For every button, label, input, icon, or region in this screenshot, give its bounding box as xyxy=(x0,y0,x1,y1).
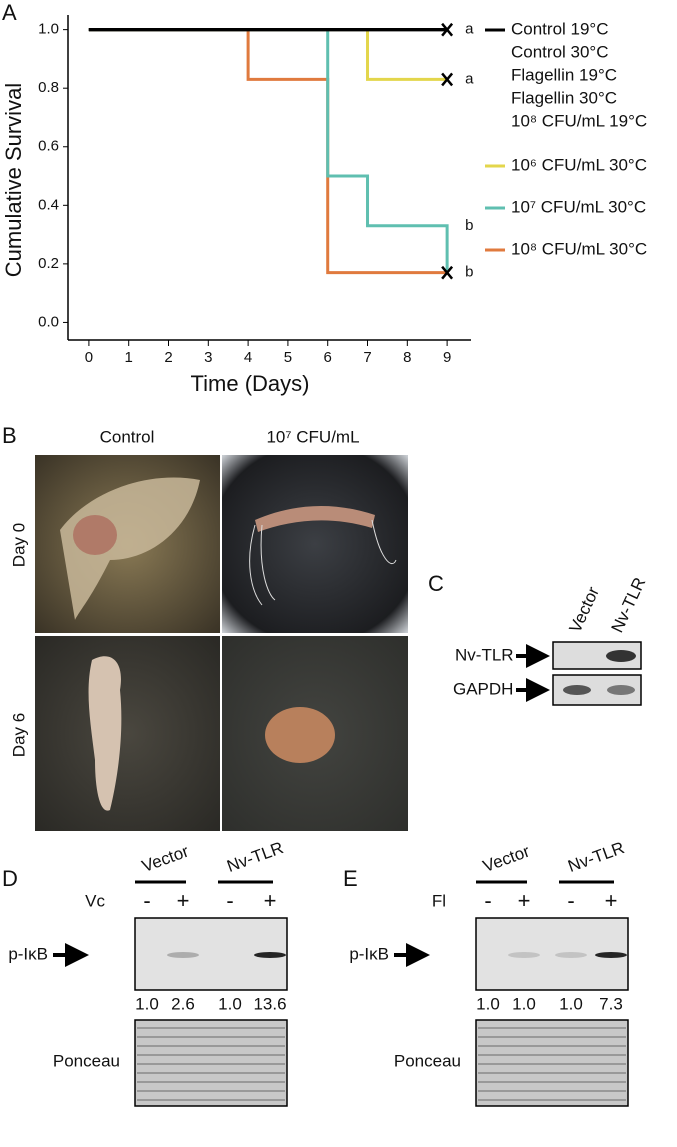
panel-label: D xyxy=(2,866,18,891)
sign: + xyxy=(177,888,190,913)
legend-label: 10⁸ CFU/mL 19°C xyxy=(511,111,647,130)
x-axis-title: Time (Days) xyxy=(191,371,310,396)
significance-letter: a xyxy=(465,21,474,38)
photo-detail xyxy=(88,656,122,811)
panel-label: C xyxy=(428,571,444,596)
y-axis-title: Cumulative Survival xyxy=(1,83,26,277)
sign: - xyxy=(484,888,491,913)
band-label: GAPDH xyxy=(453,679,513,698)
x-tick-label: 4 xyxy=(244,349,252,366)
x-tick-label: 1 xyxy=(125,349,133,366)
sign: + xyxy=(264,888,277,913)
significance-letter: b xyxy=(465,264,473,281)
photo-detail xyxy=(73,515,117,555)
quantification: 13.6 xyxy=(253,994,286,1013)
lane-label: Vector xyxy=(565,584,603,636)
photos xyxy=(35,455,408,831)
quantification: 7.3 xyxy=(599,994,623,1013)
panel-label: E xyxy=(343,866,358,891)
quantification: 1.0 xyxy=(559,994,583,1013)
panel-label: B xyxy=(2,423,17,448)
censor-mark xyxy=(441,265,454,280)
loading-label: Ponceau xyxy=(53,1051,120,1070)
target-label: p-IκB xyxy=(349,944,389,963)
significance-letter: a xyxy=(465,70,474,87)
x-tick-label: 2 xyxy=(164,349,172,366)
y-tick-label: 1.0 xyxy=(38,21,59,38)
photo xyxy=(222,455,408,633)
lane-label: Nv-TLR xyxy=(607,574,649,635)
sign: - xyxy=(143,888,150,913)
photo-detail xyxy=(265,707,335,763)
group-label: Nv-TLR xyxy=(224,838,286,876)
photo-detail xyxy=(60,477,200,620)
treatment-label: Vc xyxy=(85,891,105,910)
row-label: Day 0 xyxy=(9,523,28,567)
x-tick-label: 8 xyxy=(403,349,411,366)
treatment-label: Fl xyxy=(432,891,446,910)
legend-label: 10⁶ CFU/mL 30°C xyxy=(511,155,647,174)
band xyxy=(508,952,540,958)
band xyxy=(563,685,591,695)
sign: - xyxy=(226,888,233,913)
y-tick-label: 0.8 xyxy=(38,79,59,96)
legend-label: 10⁸ CFU/mL 30°C xyxy=(511,239,647,258)
quantification: 1.0 xyxy=(512,994,536,1013)
western-blot: D Vector Nv-TLR Vc - + - + p-IκB 1.0 2.6 1.0 13.6 Pon… xyxy=(2,838,288,1107)
band xyxy=(606,650,636,662)
censor-mark xyxy=(441,72,454,87)
quantification: 1.0 xyxy=(476,994,500,1013)
survival-chart: 0.0 0.2 0.4 0.6 0.8 1.0 0 1 2 3 4 5 6 7 8 9 Time (Days) C… xyxy=(1,15,647,396)
x-tick-label: 5 xyxy=(284,349,292,366)
western-blot: E Vector Nv-TLR Fl - + - + p-IκB 1.0 1.0 1.0 7.3 Ponc… xyxy=(343,838,629,1107)
survival-line xyxy=(88,28,449,273)
group-label: Vector xyxy=(139,842,191,876)
sign: + xyxy=(518,888,531,913)
group-label: Nv-TLR xyxy=(565,838,627,876)
panel-label: A xyxy=(2,0,17,25)
x-tick-label: 6 xyxy=(324,349,332,366)
legend-label: Flagellin 30°C xyxy=(511,88,617,107)
band xyxy=(254,952,286,958)
column-label: Control xyxy=(100,427,155,446)
x-tick-label: 7 xyxy=(363,349,371,366)
sign: + xyxy=(605,888,618,913)
legend-label: Flagellin 19°C xyxy=(511,65,617,84)
sign: - xyxy=(567,888,574,913)
band-label: Nv-TLR xyxy=(455,645,514,664)
group-label: Vector xyxy=(480,842,532,876)
y-tick-label: 0.0 xyxy=(38,313,59,330)
photo xyxy=(35,636,220,831)
survival-line xyxy=(88,28,448,81)
band xyxy=(595,952,627,958)
survival-line xyxy=(88,28,448,275)
y-tick-label: 0.6 xyxy=(38,138,59,155)
band xyxy=(167,952,199,958)
band xyxy=(607,685,635,695)
x-tick-label: 9 xyxy=(443,349,451,366)
significance-letter: b xyxy=(465,217,473,234)
legend-label: Control 19°C xyxy=(511,19,609,38)
quantification: 1.0 xyxy=(218,994,242,1013)
censor-mark xyxy=(441,22,454,37)
target-label: p-IκB xyxy=(8,944,48,963)
photo-detail xyxy=(249,519,397,606)
legend-label: Control 30°C xyxy=(511,42,609,61)
legend-label: 10⁷ CFU/mL 30°C xyxy=(511,197,646,216)
y-tick-label: 0.4 xyxy=(38,196,59,213)
x-tick-label: 3 xyxy=(204,349,212,366)
quantification: 1.0 xyxy=(135,994,159,1013)
column-label: 10⁷ CFU/mL xyxy=(266,427,359,446)
loading-label: Ponceau xyxy=(394,1051,461,1070)
row-label: Day 6 xyxy=(9,713,28,757)
quantification: 2.6 xyxy=(171,994,195,1013)
x-tick-label: 0 xyxy=(85,349,93,366)
band xyxy=(555,952,587,958)
y-tick-label: 0.2 xyxy=(38,255,59,272)
photo-detail xyxy=(255,505,375,532)
